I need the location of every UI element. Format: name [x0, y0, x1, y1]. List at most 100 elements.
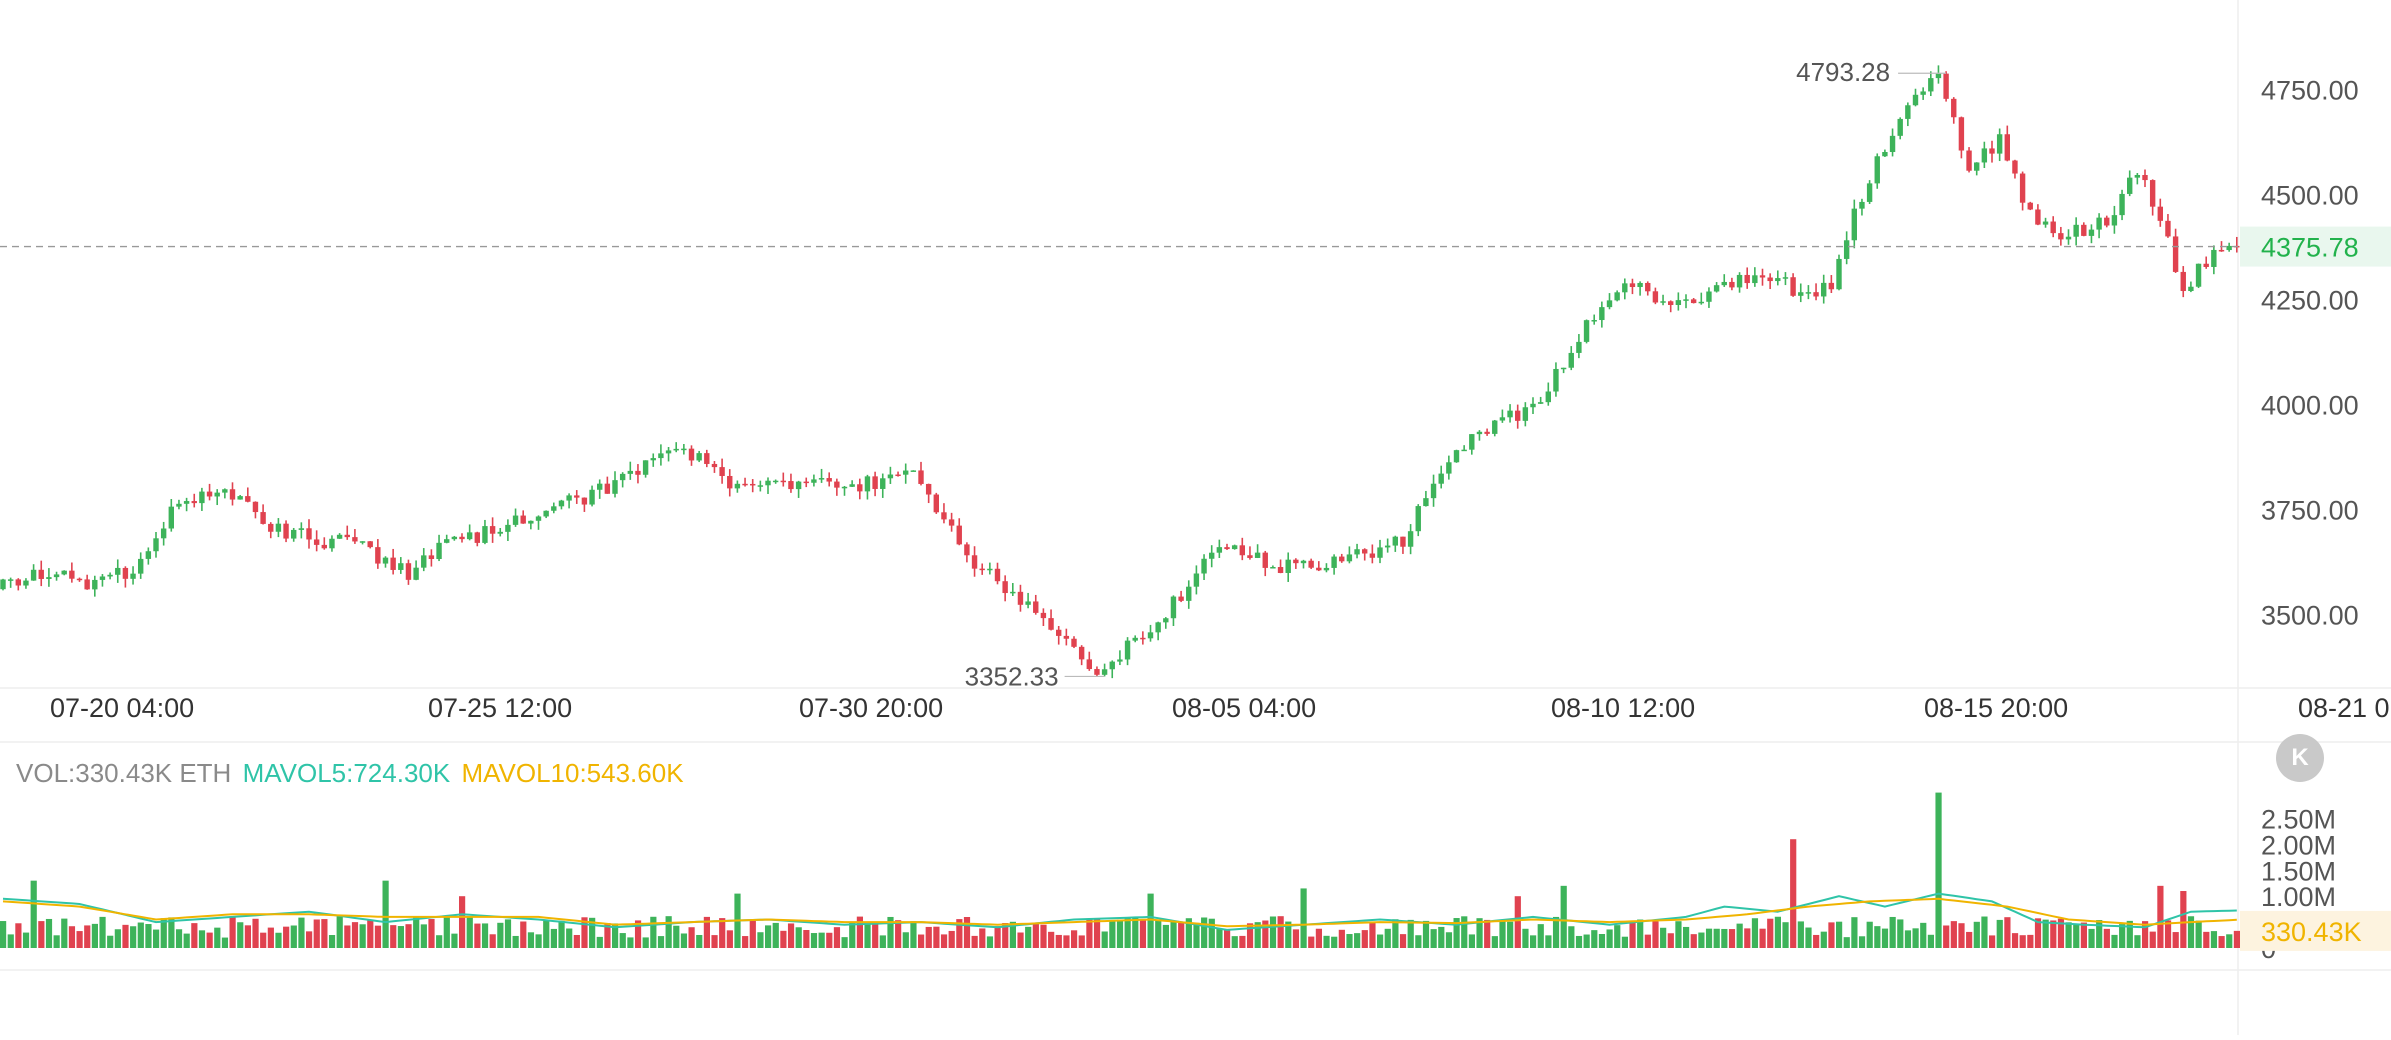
- volume-bar-up: [436, 935, 443, 948]
- candle-up: [1545, 391, 1551, 403]
- candle-down: [750, 483, 756, 486]
- candle-up: [2111, 215, 2118, 226]
- volume-bar-down: [459, 896, 466, 948]
- candle-up: [1782, 277, 1789, 279]
- candle-down: [1078, 646, 1085, 660]
- price-tick-label: 4500.00: [2261, 180, 2359, 210]
- volume-bar-up: [2096, 920, 2103, 948]
- volume-bar-up: [650, 916, 657, 948]
- candle-down: [1308, 560, 1314, 568]
- volume-bar-up: [1216, 928, 1223, 948]
- candle-up: [222, 489, 228, 493]
- volume-bar-up: [1820, 931, 1827, 948]
- volume-bar-down: [826, 932, 833, 948]
- volume-bar-up: [1499, 921, 1506, 948]
- volume-bar-up: [887, 916, 894, 948]
- volume-bar-up: [1568, 926, 1575, 948]
- volume-bar-up: [413, 917, 420, 948]
- volume-bar-down: [306, 931, 313, 948]
- volume-bar-down: [1246, 923, 1254, 948]
- candle-down: [2203, 263, 2209, 267]
- volume-bar-down: [489, 934, 496, 948]
- price-tick-label: 3750.00: [2261, 495, 2359, 525]
- candle-up: [818, 478, 825, 480]
- candle-down: [229, 489, 236, 500]
- volume-bar-up: [504, 919, 512, 948]
- volume-bar-down: [749, 919, 756, 948]
- candle-up: [1109, 661, 1115, 670]
- candle-down: [1813, 292, 1819, 297]
- volume-bar-up: [1162, 924, 1169, 948]
- candle-down: [38, 569, 44, 579]
- candle-up: [199, 491, 205, 504]
- candle-down: [971, 555, 978, 569]
- candle-up: [1606, 300, 1613, 308]
- volume-bar-up: [818, 932, 825, 948]
- candle-down: [2012, 160, 2018, 174]
- volume-bar-up: [1874, 926, 1881, 948]
- volume-bar-up: [145, 924, 152, 948]
- volume-bar-up: [1445, 932, 1453, 948]
- volume-bar-down: [1277, 916, 1284, 948]
- volume-bar-up: [22, 932, 30, 948]
- candle-up: [1576, 341, 1582, 353]
- candle-up: [880, 478, 886, 489]
- volume-bar-up: [558, 920, 565, 948]
- candle-up: [658, 453, 664, 459]
- volume-bar-up: [849, 921, 856, 948]
- volume-bar-down: [191, 923, 198, 948]
- candle-down: [1017, 591, 1024, 605]
- candle-down: [459, 536, 465, 540]
- candle-up: [1170, 596, 1177, 619]
- volume-bar-up: [1912, 928, 1919, 948]
- candle-down: [306, 528, 312, 540]
- candle-down: [803, 481, 809, 484]
- candle-up: [1905, 105, 1911, 119]
- candle-up: [1981, 148, 1988, 163]
- price-tick-label: 3500.00: [2261, 600, 2359, 630]
- candle-up: [1446, 462, 1452, 474]
- candle-down: [857, 484, 863, 492]
- volume-bar-up: [619, 933, 626, 948]
- candle-down: [268, 523, 274, 532]
- volume-bar-up: [466, 916, 473, 948]
- volume-bar-up: [1109, 920, 1116, 948]
- candle-down: [1690, 299, 1697, 304]
- candle-up: [1407, 531, 1414, 547]
- volume-bar-down: [1071, 930, 1078, 948]
- candle-down: [252, 501, 259, 513]
- candle-up: [2127, 177, 2133, 194]
- volume-bar-up: [673, 925, 680, 948]
- candle-up: [1323, 567, 1330, 571]
- candle-up: [1683, 299, 1689, 301]
- volume-bar-down: [1139, 919, 1147, 948]
- candle-up: [436, 542, 442, 560]
- volume-bar-down: [979, 928, 986, 948]
- volume-bar-up: [1973, 921, 1980, 948]
- price-tick-label: 4750.00: [2261, 75, 2359, 105]
- low-price-label: 3352.33: [965, 661, 1059, 691]
- volume-bar-up: [1858, 936, 1866, 948]
- collapse-axis-button[interactable]: K: [2276, 734, 2324, 782]
- candle-down: [520, 515, 526, 524]
- candle-down: [489, 526, 496, 534]
- candle-up: [589, 489, 595, 505]
- candle-up: [619, 473, 626, 481]
- candle-up: [1101, 669, 1108, 675]
- volume-bar-up: [298, 917, 305, 948]
- volume-bar-up: [596, 936, 603, 948]
- volume-bar-down: [803, 930, 810, 948]
- candle-up: [1736, 274, 1743, 288]
- candle-up: [1537, 402, 1544, 404]
- volume-bar-down: [1361, 930, 1368, 948]
- volume-bar-up: [772, 922, 779, 948]
- candle-up: [1453, 450, 1460, 463]
- candle-up: [336, 534, 343, 539]
- volume-bar-up: [757, 932, 764, 948]
- volume-bars: [0, 792, 2240, 948]
- candle-down: [1086, 659, 1092, 670]
- volume-bar-down: [2172, 932, 2179, 948]
- candle-down: [1729, 281, 1735, 288]
